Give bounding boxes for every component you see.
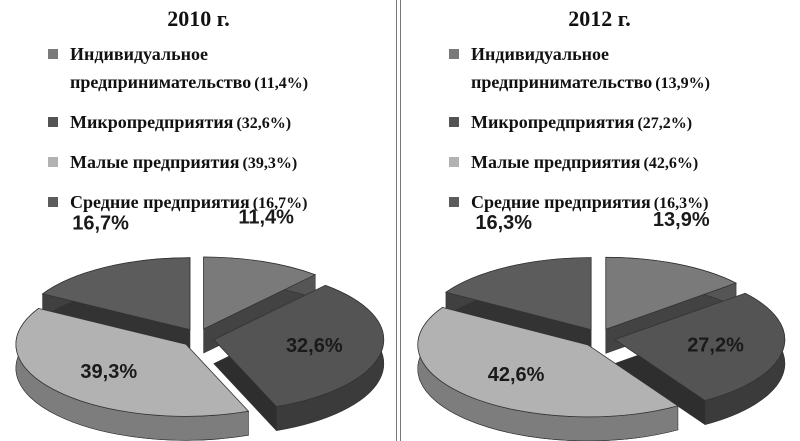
slice bbox=[203, 256, 317, 330]
legend-value: (16,7%) bbox=[252, 195, 308, 212]
data-label: 13,9% bbox=[653, 209, 710, 231]
slice bbox=[15, 307, 250, 417]
legend-swatch bbox=[48, 157, 58, 167]
slice bbox=[213, 284, 385, 407]
legend-swatch bbox=[449, 117, 459, 127]
chart-title: 2012 г. bbox=[568, 6, 631, 31]
legend-label: Микропредприятия bbox=[471, 112, 635, 132]
legend-item: Средние предприятия (16,7%) bbox=[48, 188, 370, 218]
legend-value: (11,4%) bbox=[254, 75, 309, 92]
data-label: 42,6% bbox=[488, 364, 545, 386]
data-label: 39,3% bbox=[80, 361, 137, 383]
divider bbox=[396, 0, 401, 441]
chart-title: 2010 г. bbox=[167, 6, 230, 31]
chart-panel: 2010 г. Индивидуальное предпринимательств… bbox=[0, 0, 397, 441]
legend-swatch bbox=[449, 49, 459, 59]
legend-label: Средние предприятия bbox=[471, 192, 651, 212]
chart-panel: 2012 г. Индивидуальное предпринимательств… bbox=[401, 0, 798, 441]
legend-swatch bbox=[449, 197, 459, 207]
legend-label: Средние предприятия bbox=[70, 192, 250, 212]
legend-value: (39,3%) bbox=[242, 155, 298, 172]
legend-item: Индивидуальное предпринимательство (13,9%… bbox=[449, 40, 771, 98]
slice bbox=[605, 256, 738, 330]
legend-value: (13,9%) bbox=[655, 75, 710, 92]
legend-label: Индивидуальное предпринимательство bbox=[70, 44, 252, 92]
legend-swatch bbox=[449, 157, 459, 167]
data-label: 16,3% bbox=[475, 212, 532, 234]
legend-item: Микропредприятия (27,2%) bbox=[449, 108, 771, 138]
legend-item: Индивидуальное предпринимательство (11,4%… bbox=[48, 40, 370, 98]
slice bbox=[41, 257, 191, 331]
legend-label: Индивидуальное предпринимательство bbox=[471, 44, 653, 92]
legend-value: (16,3%) bbox=[653, 195, 709, 212]
data-label: 27,2% bbox=[687, 335, 744, 357]
legend-item: Микропредприятия (32,6%) bbox=[48, 108, 370, 138]
legend-value: (42,6%) bbox=[643, 155, 699, 172]
legend-swatch bbox=[48, 117, 58, 127]
data-label: 32,6% bbox=[286, 335, 343, 357]
legend-swatch bbox=[48, 197, 58, 207]
data-label: 16,7% bbox=[72, 213, 129, 235]
slice bbox=[613, 292, 786, 401]
legend-label: Микропредприятия bbox=[70, 112, 234, 132]
legend-item: Малые предприятия (42,6%) bbox=[449, 148, 771, 178]
pie-chart: 13,9% 27,2% 42,6% 16,3% bbox=[417, 209, 786, 441]
data-label: 11,4% bbox=[238, 206, 294, 228]
slice bbox=[444, 257, 592, 331]
legend-item: Малые предприятия (39,3%) bbox=[48, 148, 370, 178]
legend-item: Средние предприятия (16,3%) bbox=[449, 188, 771, 218]
slice bbox=[417, 306, 679, 418]
legend-value: (32,6%) bbox=[236, 115, 292, 132]
legend-label: Малые предприятия bbox=[471, 152, 641, 172]
legend-label: Малые предприятия bbox=[70, 152, 240, 172]
legend-value: (27,2%) bbox=[637, 115, 693, 132]
legend-swatch bbox=[48, 49, 58, 59]
pie-chart: 11,4% 32,6% 39,3% 16,7% bbox=[15, 206, 385, 441]
legend: Индивидуальное предпринимательство (11,4%… bbox=[48, 40, 383, 228]
legend: Индивидуальное предпринимательство (13,9%… bbox=[449, 40, 784, 228]
